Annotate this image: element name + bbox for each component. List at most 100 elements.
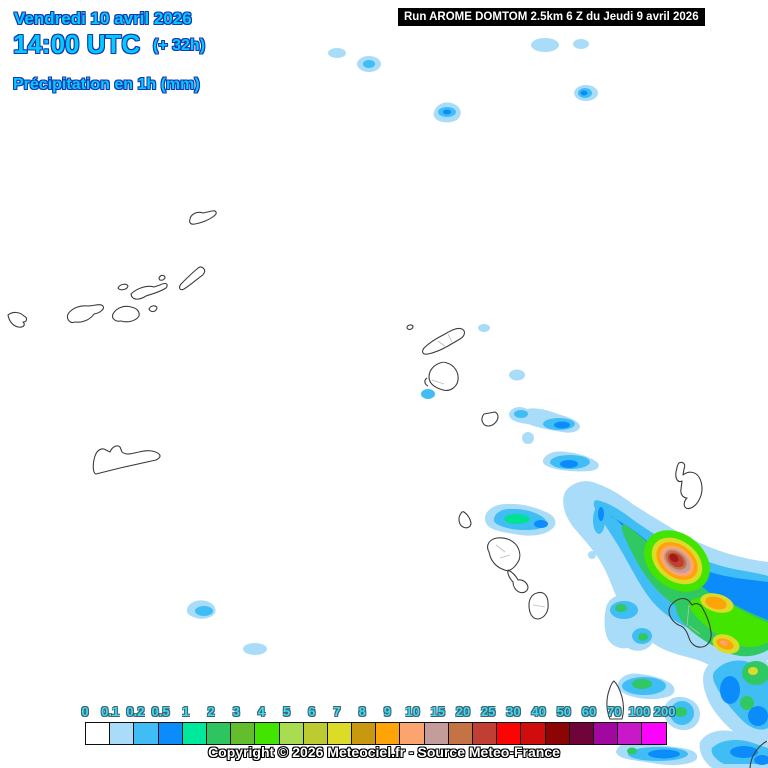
legend-tick-label: 100 [628,704,651,719]
island-dominica [606,680,625,720]
legend-cell [641,722,667,745]
precip-blob [534,520,548,528]
precip-blob [632,679,652,689]
islet-west-tortola [117,283,129,291]
legend-cell [205,722,232,745]
precip-blob [648,749,680,759]
legend-tick-label: 60 [581,704,597,719]
island-barbuda [481,411,499,427]
legend-tick-label: 8 [358,704,366,719]
parameter-label: Précipitation en 1h (mm) [13,76,200,93]
legend-cell [278,722,304,745]
island-st-thomas [66,304,104,323]
precip-blob [560,460,578,468]
legend-tick-label: 30 [506,704,521,719]
island-st-croix [92,445,161,475]
island-virgin-gorda [179,266,206,291]
legend-tick-label: 3 [232,704,240,719]
precip-blob [421,389,435,399]
legend-tick-label: 1 [182,704,190,719]
legend-cell [472,722,498,745]
legend-cell [85,722,111,745]
precipitation-layer [186,38,768,768]
legend-cell [399,722,425,745]
precip-blob [195,606,213,616]
precip-blob [740,696,754,710]
island-guadeloupe [668,598,712,648]
border-guadeloupe [686,604,701,635]
border-st-martin [437,333,453,348]
legend-tick-label: 200 [653,704,676,719]
precip-blob [669,553,679,563]
legend-cell [544,722,570,745]
legend-cell [423,722,449,745]
border-st-barthelemy [431,379,445,385]
legend-cell [157,722,183,745]
islet-beef-island [158,274,166,281]
precip-blob [638,633,648,641]
island-st-martin [422,327,465,355]
islet-small [148,305,158,313]
island-st-kitts [487,537,521,572]
legend-tick-label: 70 [606,704,622,719]
precip-blob [720,676,740,704]
precip-blob [754,755,768,765]
legend-tick-label: 4 [257,704,266,719]
legend-bar [85,722,667,745]
legend-tick-label: 9 [383,704,392,719]
legend-cell [568,722,594,745]
precip-blob [328,48,346,58]
copyright-notice: Copyright © 2026 Meteociel.fr - Source M… [208,744,560,760]
precip-blob [509,369,525,381]
legend-tick-label: 15 [430,704,446,719]
legend-labels: 0 0.1 0.2 0.5 1 2 3 4 5 6 7 8 9 10 15 20 25 30 40 50 60 70 100… [81,704,691,720]
legend-tick-label: 7 [333,704,341,719]
precip-blob [363,60,375,68]
legend-cell [496,722,522,745]
precip-blob [730,746,758,758]
precip-blob [573,39,589,49]
precip-blob [580,90,588,96]
island-anegada [189,210,217,225]
forecast-date: Vendredi 10 avril 2026 [14,9,192,28]
legend-tick-label: 25 [480,704,496,719]
legend-cell [375,722,401,745]
legend-cell [447,722,473,745]
island-martinique-corner [749,740,768,768]
legend-tick-label: 20 [455,704,471,719]
precip-blob [720,640,728,646]
island-puerto-rico-tip [7,311,28,328]
legend-cell [351,722,377,745]
precip-blob [748,667,758,675]
island-st-barthelemy [428,361,459,391]
legend-tick-label: 2 [207,704,215,719]
precip-blob [443,109,451,115]
forecast-time: 14:00 UTC [13,29,141,59]
island-antigua [675,461,703,510]
forecast-hour-offset: (+ 32h) [153,37,206,54]
legend-cell [520,722,546,745]
island-st-john [112,305,140,323]
island-saba [458,511,472,529]
precip-blob [514,410,528,418]
legend-tick-label: 0.1 [101,704,120,719]
precip-blob [554,421,570,429]
border-nevis [532,604,546,608]
legend-cell [326,722,353,745]
precip-blob [705,596,727,610]
precip-blob [588,551,596,559]
legend-tick-label: 0.5 [151,704,170,719]
coastlines-layer [7,210,768,768]
precip-blob [531,38,559,52]
islet-st-barth-west [424,377,429,387]
precip-blob [478,324,490,332]
precip-blob [522,432,534,444]
island-nevis [528,591,549,620]
precip-blob [615,604,627,612]
island-st-kitts-peninsula [507,569,529,594]
precip-blob [504,514,530,524]
precip-blob [598,507,604,521]
legend-cell [617,722,643,745]
